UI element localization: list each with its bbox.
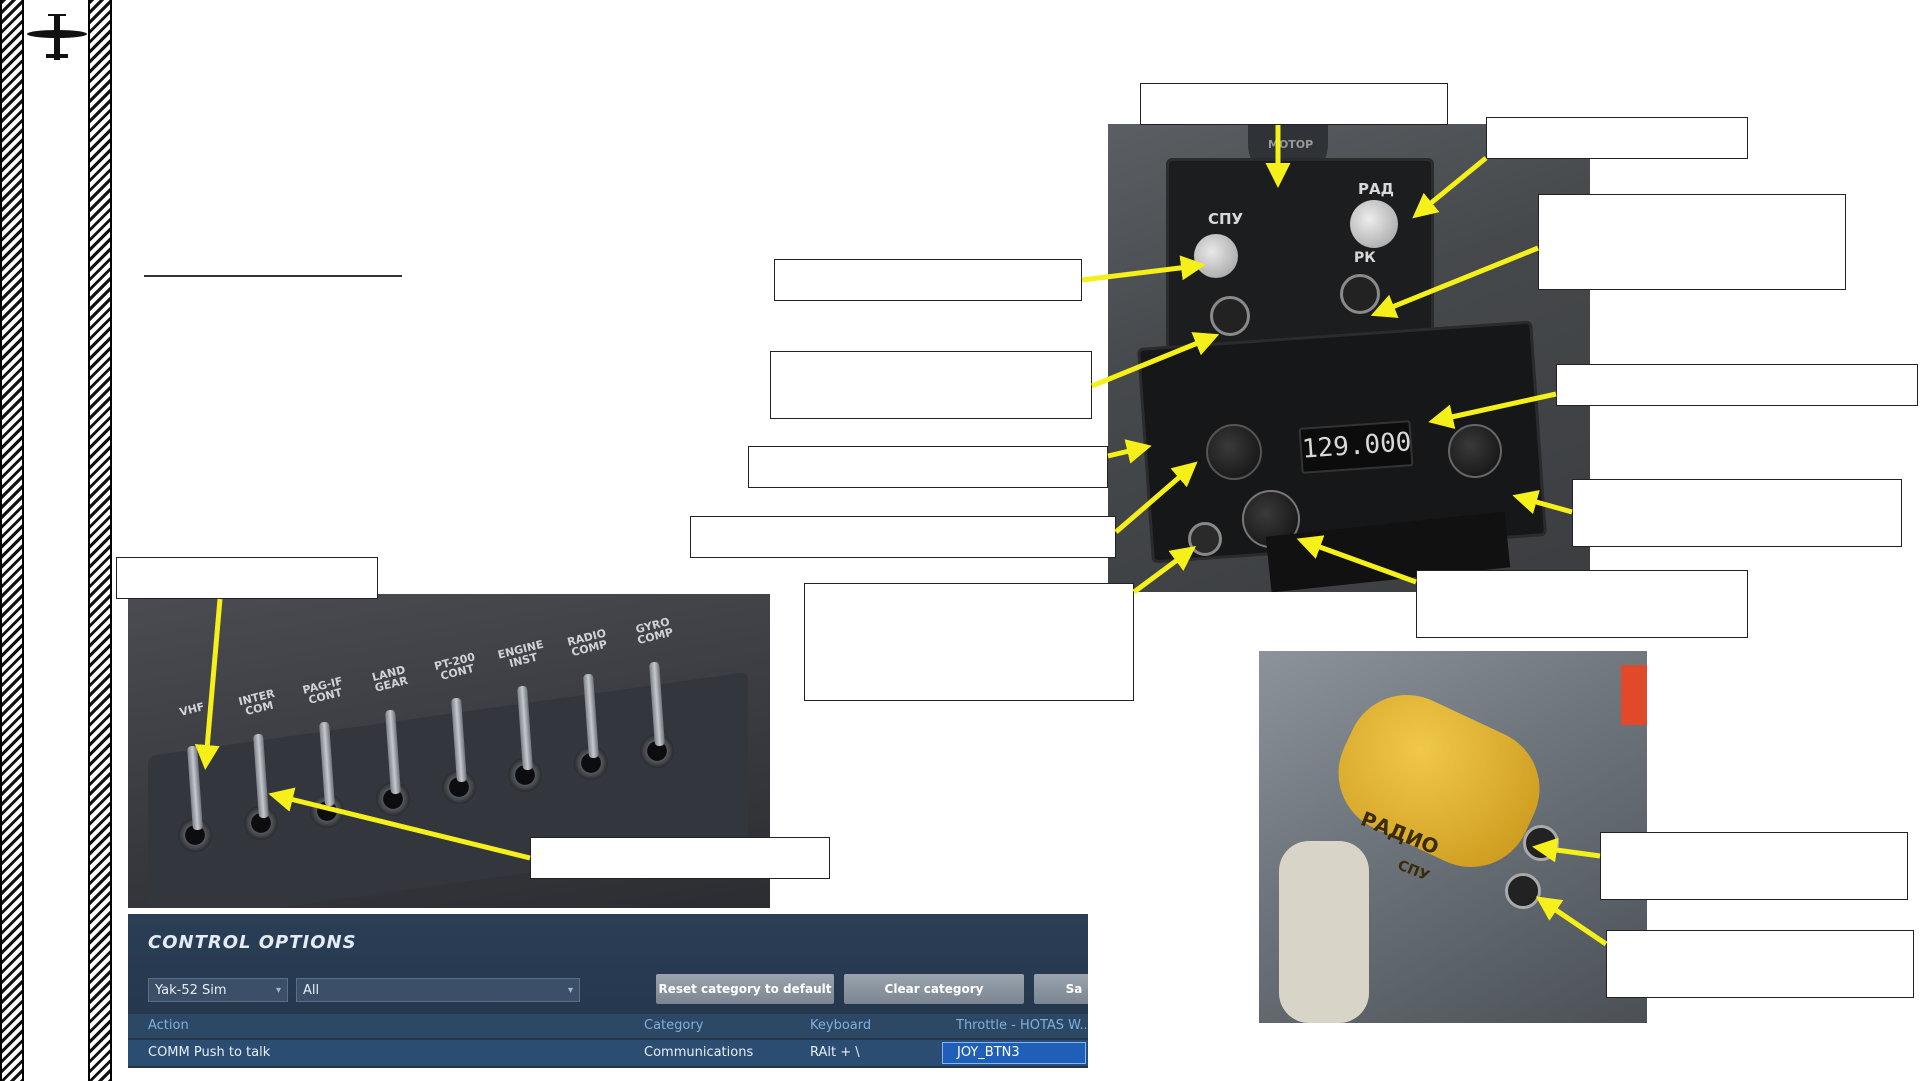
breaker-label: ENGINE INST [496,637,545,671]
callout-box-vhf [116,557,378,599]
small-test-button[interactable] [1188,522,1222,556]
frequency-display: 129.000 [1298,420,1414,474]
column-action[interactable]: Action [148,1018,189,1033]
callout-box-mhz-knob [690,516,1116,558]
spu-volume-knob[interactable] [1194,234,1238,278]
chevron-down-icon: ▾ [567,985,573,996]
callout-box-motor [1140,83,1448,125]
left-hatched-border [0,0,24,1081]
callout-box-test-button [804,583,1134,701]
callout-box-radio-ptt [1600,832,1908,900]
right-hatched-border [88,0,112,1081]
mhz-knob[interactable] [1206,424,1262,480]
airplane-icon [27,14,87,60]
callout-box-intercom [530,837,830,879]
breaker-label: INTER COM [237,686,277,719]
callout-box-channel-knob [1572,479,1902,547]
callout-box-panel-edge [748,446,1108,488]
column-category[interactable]: Category [644,1018,704,1033]
control-options-panel: CONTROL OPTIONS Yak-52 Sim ▾ All ▾ Reset… [128,914,1088,1068]
callout-box-spu-ptt [1606,930,1914,998]
column-throttle[interactable]: Throttle - HOTAS W... [956,1018,1086,1033]
breaker-label: GYRO COMP [634,615,675,648]
reset-category-button[interactable]: Reset category to default [656,974,834,1004]
sz-toggle-switch[interactable] [1210,296,1250,336]
red-cap [1621,665,1647,725]
radio-panel-photo: МОТОР СПУ РАД РК 129.000 [1108,124,1590,592]
callout-box-rk-switch [1538,194,1846,290]
breaker-label: RADIO COMP [565,626,609,660]
channel-knob[interactable] [1448,424,1502,478]
row-action: COMM Push to talk [148,1045,271,1060]
table-header: Action Category Keyboard Throttle - HOTA… [128,1014,1088,1038]
breaker-label: PT-200 CONT [432,650,477,683]
spu-ptt-button[interactable] [1505,873,1541,909]
rad-label: РАД [1358,180,1394,198]
spu-handle-label: СПУ [1395,857,1432,885]
title-underline [144,275,402,277]
callout-box-frequency [1556,364,1918,406]
row-throttle-binding[interactable]: JOY_BTN3 [942,1042,1086,1064]
rad-volume-knob[interactable] [1350,200,1398,248]
category-select[interactable]: All ▾ [296,978,580,1002]
save-button[interactable]: Sa [1034,974,1088,1004]
aircraft-select[interactable]: Yak-52 Sim ▾ [148,978,288,1002]
row-category: Communications [644,1045,754,1060]
throttle-ptt-photo: РАДИО СПУ [1259,651,1647,1023]
row-keyboard: RAlt + \ [810,1045,860,1060]
radio-ptt-button[interactable] [1523,825,1559,861]
table-row[interactable]: COMM Push to talk Communications RAlt + … [128,1040,1088,1066]
spu-label: СПУ [1208,210,1244,228]
control-options-title: CONTROL OPTIONS [148,932,357,953]
aircraft-select-value: Yak-52 Sim [155,983,227,998]
breaker-label: PAG-IF CONT [301,674,345,707]
rk-label: РК [1354,250,1376,266]
callout-box-rad-volume [1486,117,1748,159]
cushion [1279,841,1369,1023]
callout-box-spu-volume [774,259,1082,301]
breaker-label: VHF [178,700,206,719]
column-keyboard[interactable]: Keyboard [810,1018,872,1033]
breaker-label: LAND GEAR [370,663,410,695]
clear-category-button[interactable]: Clear category [844,974,1024,1004]
chevron-down-icon: ▾ [275,985,281,996]
category-select-value: All [303,983,320,998]
callout-box-sz-switch [770,351,1092,419]
rk-toggle-switch[interactable] [1340,274,1380,314]
motor-label: МОТОР [1268,138,1314,151]
callout-box-khz-knob [1416,570,1748,638]
